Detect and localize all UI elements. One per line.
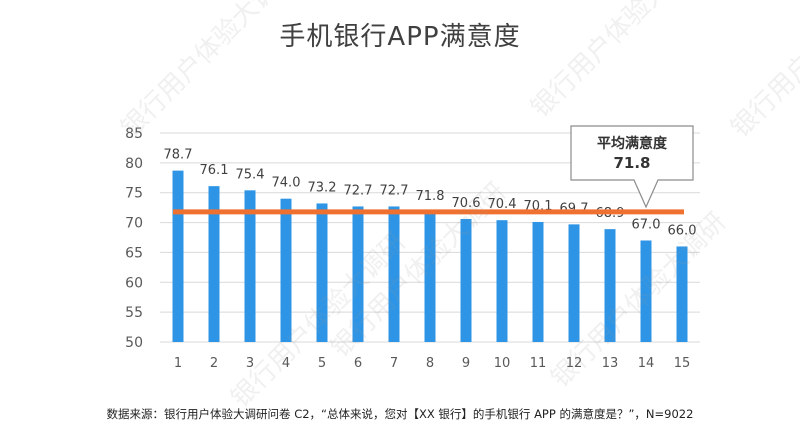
bar-15 [676, 246, 688, 342]
y-tick-label: 75 [125, 186, 143, 202]
data-label: 76.1 [200, 163, 229, 178]
bar-10 [496, 220, 508, 342]
x-tick-label: 8 [426, 356, 434, 371]
x-tick-label: 9 [462, 356, 470, 371]
y-tick-label: 60 [125, 275, 143, 291]
data-label: 66.0 [668, 223, 697, 238]
x-tick-label: 10 [494, 356, 511, 371]
x-tick-label: 11 [530, 356, 547, 371]
x-tick-label: 6 [354, 356, 362, 371]
x-tick-label: 7 [390, 356, 398, 371]
x-tick-label: 12 [566, 356, 583, 371]
bar-12 [568, 224, 580, 342]
source-note: 数据来源：银行用户体验大调研问卷 C2，“总体来说，您对【XX 银行】的手机银行… [106, 407, 694, 421]
x-tick-label: 3 [246, 356, 254, 371]
y-tick-label: 65 [125, 245, 143, 261]
data-label: 70.6 [452, 196, 481, 211]
data-label: 71.8 [416, 189, 445, 204]
y-tick-label: 80 [125, 156, 143, 172]
x-tick-label: 14 [638, 356, 655, 371]
data-labels: 78.7 76.1 75.4 74.0 73.2 72.7 72.7 71.8 70.6 70.4… [164, 148, 697, 239]
bar-8 [424, 211, 436, 342]
bar-1 [172, 170, 184, 342]
x-tick-label: 1 [174, 356, 182, 371]
bar-6 [352, 206, 364, 342]
y-tick-label: 85 [125, 126, 143, 142]
data-label: 73.2 [308, 180, 337, 195]
y-axis-ticks: 50 55 60 65 70 75 80 85 [125, 126, 143, 351]
x-tick-label: 5 [318, 356, 326, 371]
bar-3 [244, 190, 256, 342]
bars [172, 170, 688, 342]
x-tick-label: 4 [282, 356, 290, 371]
average-value-label: 71.8 [613, 154, 650, 172]
x-tick-label: 15 [674, 356, 691, 371]
bar-11 [532, 221, 544, 342]
y-tick-label: 50 [125, 335, 143, 351]
bar-9 [460, 218, 472, 342]
x-tick-label: 2 [210, 356, 218, 371]
x-axis-ticks: 1 2 3 4 5 6 7 8 9 10 11 12 13 14 15 [174, 356, 690, 371]
data-label: 67.0 [632, 217, 661, 232]
y-tick-label: 55 [125, 305, 143, 321]
data-label: 74.0 [272, 176, 301, 191]
y-tick-label: 70 [125, 216, 143, 232]
bar-13 [604, 229, 616, 342]
average-label: 平均满意度 [597, 135, 668, 152]
bar-4 [280, 198, 292, 342]
x-tick-label: 13 [602, 356, 619, 371]
data-label: 78.7 [164, 148, 193, 163]
data-label: 75.4 [236, 167, 265, 182]
bar-7 [388, 206, 400, 342]
average-callout: 平均满意度 71.8 [570, 125, 694, 209]
data-label: 72.7 [380, 183, 409, 198]
bar-2 [208, 186, 220, 342]
bar-5 [316, 203, 328, 342]
data-label: 70.4 [488, 197, 517, 212]
bar-14 [640, 240, 652, 342]
data-label: 72.7 [344, 183, 373, 198]
chart-title: 手机银行APP满意度 [279, 22, 521, 52]
average-callout-box [570, 125, 694, 209]
